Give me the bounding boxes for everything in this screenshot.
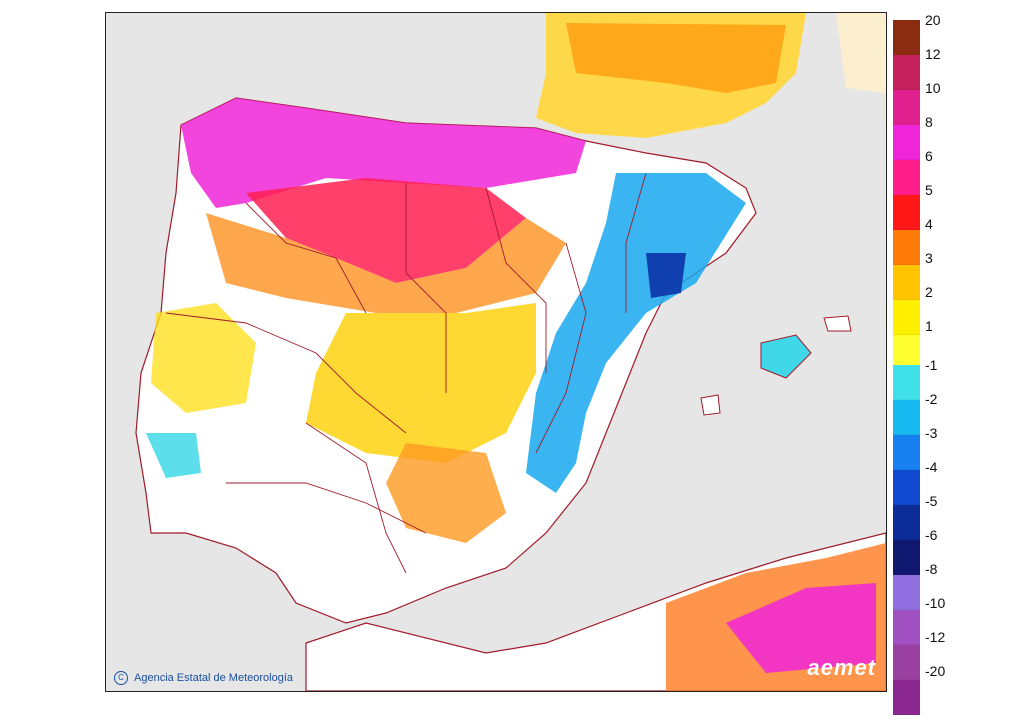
legend-label: 8: [925, 114, 933, 130]
legend-swatch: [893, 505, 920, 540]
east-coast-deep-cold: [646, 253, 686, 298]
legend-swatch: [893, 195, 920, 230]
legend-label: -5: [925, 493, 938, 509]
map-canvas: [135, 13, 886, 691]
copyright-notice: C Agencia Estatal de Meteorología: [114, 671, 293, 685]
legend-negative-column: [893, 365, 920, 715]
east-coast-cold-zone: [526, 173, 746, 493]
legend-label: 12: [925, 46, 941, 62]
legend-label: 20: [925, 12, 941, 28]
legend-swatch: [893, 645, 920, 680]
legend-label: -1: [925, 357, 938, 373]
legend-swatch: [893, 90, 920, 125]
legend-label: -12: [925, 629, 946, 645]
neighbor-right-land: [836, 13, 886, 93]
temperature-anomaly-map: C Agencia Estatal de Meteorología aemet: [105, 12, 887, 692]
southeast-orange-zone: [386, 443, 506, 543]
north-africa-magenta-zone: [726, 583, 876, 673]
balearic-mallorca: [760, 334, 812, 379]
legend-label: 6: [925, 148, 933, 164]
france-orange-patch: [566, 23, 786, 93]
legend-label: -3: [925, 425, 938, 441]
color-legend: 20 12 10 8 6 5 4 3 2 1 -1 -2 -3 -4 -5 -6 -8 -10 -12 -20: [893, 12, 973, 715]
legend-swatch: [893, 230, 920, 265]
legend-label: -10: [925, 595, 946, 611]
legend-swatch: [893, 470, 920, 505]
aemet-logo: aemet: [807, 655, 876, 680]
legend-label: -8: [925, 561, 938, 577]
legend-swatch: [893, 265, 920, 300]
legend-label: -20: [925, 663, 946, 679]
copyright-text: Agencia Estatal de Meteorología: [134, 671, 293, 684]
balearic-ibiza: [700, 394, 721, 416]
legend-label: 10: [925, 80, 941, 96]
legend-swatch: [893, 540, 920, 575]
legend-swatch: [893, 125, 920, 160]
legend-swatch: [893, 575, 920, 610]
province-borders: [165, 172, 647, 574]
legend-label: -6: [925, 527, 938, 543]
legend-label: 4: [925, 216, 933, 232]
legend-label: 1: [925, 318, 933, 334]
west-cold-patch: [146, 433, 201, 478]
legend-swatch: [893, 365, 920, 400]
legend-swatch: [893, 160, 920, 195]
legend-label: -2: [925, 391, 938, 407]
legend-swatch: [893, 335, 920, 370]
balearic-menorca: [823, 315, 852, 332]
legend-positive-column: [893, 20, 920, 370]
legend-swatch: [893, 680, 920, 715]
legend-label: 2: [925, 284, 933, 300]
north-orange-zone: [206, 213, 566, 313]
legend-swatch: [893, 610, 920, 645]
legend-swatch: [893, 400, 920, 435]
west-yellow-zone: [151, 303, 256, 413]
legend-swatch: [893, 435, 920, 470]
legend-label: 5: [925, 182, 933, 198]
central-yellow-zone: [306, 303, 536, 463]
legend-label: -4: [925, 459, 938, 475]
north-red-zone: [246, 178, 526, 283]
legend-swatch: [893, 20, 920, 55]
legend-swatch: [893, 55, 920, 90]
copyright-icon: C: [114, 671, 128, 685]
legend-label: 3: [925, 250, 933, 266]
legend-swatch: [893, 300, 920, 335]
north-magenta-band: [181, 98, 586, 208]
